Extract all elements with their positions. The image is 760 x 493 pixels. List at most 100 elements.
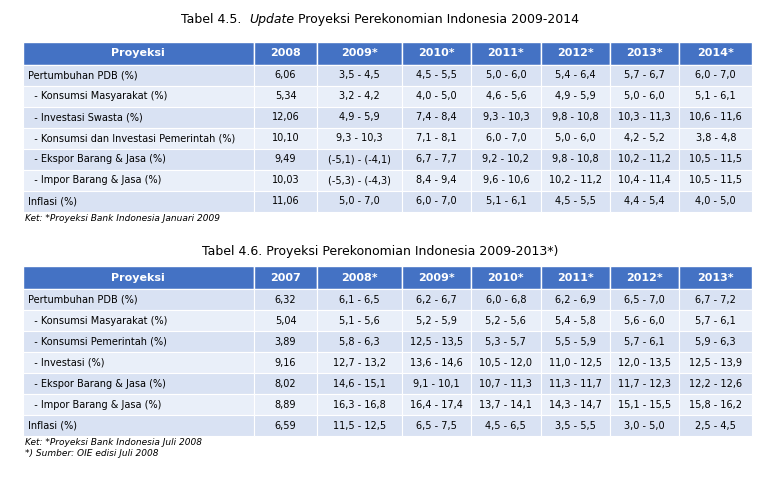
Text: - Impor Barang & Jasa (%): - Impor Barang & Jasa (%)	[28, 176, 161, 185]
Text: 9,8 - 10,8: 9,8 - 10,8	[552, 112, 599, 122]
Bar	[23, 266, 254, 289]
Text: Tabel 4.5.: Tabel 4.5.	[181, 13, 249, 26]
Bar	[402, 373, 471, 394]
Text: 10,6 - 11,6: 10,6 - 11,6	[689, 112, 743, 122]
Text: 5,7 - 6,1: 5,7 - 6,1	[624, 337, 665, 347]
Text: 5,8 - 6,3: 5,8 - 6,3	[339, 337, 380, 347]
Text: 12,2 - 12,6: 12,2 - 12,6	[689, 379, 743, 389]
Bar	[402, 352, 471, 373]
Text: 13,7 - 14,1: 13,7 - 14,1	[480, 400, 532, 410]
Text: 10,3 - 11,3: 10,3 - 11,3	[618, 112, 671, 122]
Text: 14,3 - 14,7: 14,3 - 14,7	[549, 400, 602, 410]
Bar	[402, 191, 471, 212]
Text: - Konsumsi Masyarakat (%): - Konsumsi Masyarakat (%)	[28, 91, 167, 102]
Bar	[317, 289, 402, 310]
Text: 9,3 - 10,3: 9,3 - 10,3	[336, 134, 383, 143]
Text: 2009*: 2009*	[341, 48, 378, 58]
Bar	[254, 65, 317, 86]
Bar	[471, 394, 540, 415]
Text: 2007: 2007	[270, 273, 301, 282]
Bar	[23, 191, 254, 212]
Bar	[610, 289, 679, 310]
Text: Proyeksi Perekonomian Indonesia 2009-2014: Proyeksi Perekonomian Indonesia 2009-201…	[294, 13, 579, 26]
Text: Inflasi (%): Inflasi (%)	[28, 421, 77, 431]
Text: 3,0 - 5,0: 3,0 - 5,0	[624, 421, 665, 431]
Text: 9,16: 9,16	[275, 358, 296, 368]
Text: 4,4 - 5,4: 4,4 - 5,4	[624, 197, 665, 207]
Bar	[540, 65, 610, 86]
Bar	[23, 170, 254, 191]
Text: 2013*: 2013*	[626, 48, 663, 58]
Text: 13,6 - 14,6: 13,6 - 14,6	[410, 358, 463, 368]
Bar	[471, 86, 540, 107]
Text: Ket: *Proyeksi Bank Indonesia Juli 2008: Ket: *Proyeksi Bank Indonesia Juli 2008	[25, 438, 202, 447]
Bar	[679, 86, 752, 107]
Bar	[540, 128, 610, 149]
Text: 2010*: 2010*	[488, 273, 524, 282]
Text: 16,3 - 16,8: 16,3 - 16,8	[333, 400, 386, 410]
Bar	[471, 310, 540, 331]
Bar	[402, 170, 471, 191]
Bar	[254, 107, 317, 128]
Bar	[610, 86, 679, 107]
Text: 5,1 - 6,1: 5,1 - 6,1	[486, 197, 526, 207]
Bar	[402, 310, 471, 331]
Text: 11,7 - 12,3: 11,7 - 12,3	[618, 379, 671, 389]
Bar	[402, 415, 471, 436]
Text: Pertumbuhan PDB (%): Pertumbuhan PDB (%)	[28, 70, 138, 80]
Text: - Impor Barang & Jasa (%): - Impor Barang & Jasa (%)	[28, 400, 161, 410]
Text: 2008*: 2008*	[341, 273, 378, 282]
Bar	[254, 373, 317, 394]
Text: 2011*: 2011*	[487, 48, 524, 58]
Text: 6,0 - 6,8: 6,0 - 6,8	[486, 295, 526, 305]
Text: 5,0 - 6,0: 5,0 - 6,0	[555, 134, 596, 143]
Bar	[402, 331, 471, 352]
Text: 2,5 - 4,5: 2,5 - 4,5	[695, 421, 736, 431]
Bar	[540, 373, 610, 394]
Bar	[471, 42, 540, 65]
Text: 4,0 - 5,0: 4,0 - 5,0	[416, 91, 457, 102]
Text: 12,06: 12,06	[271, 112, 299, 122]
Text: 5,9 - 6,3: 5,9 - 6,3	[695, 337, 736, 347]
Text: 5,2 - 5,6: 5,2 - 5,6	[486, 316, 526, 326]
Bar	[23, 394, 254, 415]
Text: 7,1 - 8,1: 7,1 - 8,1	[416, 134, 457, 143]
Bar	[317, 65, 402, 86]
Bar	[317, 149, 402, 170]
Bar	[540, 86, 610, 107]
Bar	[540, 149, 610, 170]
Text: 5,2 - 5,9: 5,2 - 5,9	[416, 316, 457, 326]
Text: 10,4 - 11,4: 10,4 - 11,4	[618, 176, 671, 185]
Text: 6,5 - 7,0: 6,5 - 7,0	[624, 295, 665, 305]
Text: 11,0 - 12,5: 11,0 - 12,5	[549, 358, 602, 368]
Text: 3,89: 3,89	[275, 337, 296, 347]
Bar	[679, 107, 752, 128]
Bar	[679, 170, 752, 191]
Text: 7,4 - 8,4: 7,4 - 8,4	[416, 112, 457, 122]
Bar	[471, 266, 540, 289]
Bar	[471, 128, 540, 149]
Bar	[23, 415, 254, 436]
Text: 10,7 - 11,3: 10,7 - 11,3	[480, 379, 532, 389]
Text: 10,10: 10,10	[272, 134, 299, 143]
Text: 4,5 - 5,5: 4,5 - 5,5	[416, 70, 457, 80]
Bar	[317, 191, 402, 212]
Bar	[610, 149, 679, 170]
Text: *) Sumber: OIE edisi Juli 2008: *) Sumber: OIE edisi Juli 2008	[25, 449, 158, 458]
Bar	[23, 289, 254, 310]
Text: 9,3 - 10,3: 9,3 - 10,3	[483, 112, 529, 122]
Bar	[23, 331, 254, 352]
Bar	[317, 415, 402, 436]
Text: 10,2 - 11,2: 10,2 - 11,2	[618, 154, 671, 165]
Bar	[610, 128, 679, 149]
Bar	[471, 289, 540, 310]
Text: 2012*: 2012*	[626, 273, 663, 282]
Text: 3,2 - 4,2: 3,2 - 4,2	[339, 91, 380, 102]
Bar	[679, 310, 752, 331]
Text: 10,5 - 11,5: 10,5 - 11,5	[689, 176, 743, 185]
Text: 3,5 - 4,5: 3,5 - 4,5	[339, 70, 380, 80]
Text: 2012*: 2012*	[557, 48, 594, 58]
Bar	[540, 170, 610, 191]
Text: 4,5 - 5,5: 4,5 - 5,5	[555, 197, 596, 207]
Text: 9,2 - 10,2: 9,2 - 10,2	[483, 154, 529, 165]
